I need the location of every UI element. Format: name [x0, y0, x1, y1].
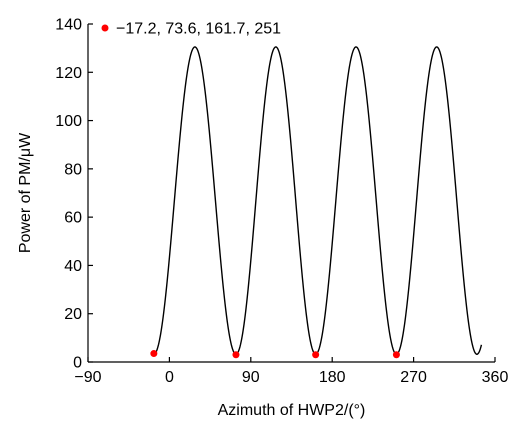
y-tick-label: 40	[64, 258, 82, 275]
y-tick-label: 140	[55, 17, 82, 34]
x-tick-label: 180	[319, 369, 346, 386]
x-tick-label: 90	[242, 369, 260, 386]
x-axis-title: Azimuth of HWP2/(°)	[218, 402, 366, 419]
legend: −17.2, 73.6, 161.7, 251	[101, 21, 281, 38]
x-tick-label: 360	[482, 369, 509, 386]
minimum-point	[232, 351, 240, 359]
legend-marker	[101, 24, 109, 32]
legend-label: −17.2, 73.6, 161.7, 251	[116, 21, 281, 38]
y-tick-label: 20	[64, 306, 82, 323]
y-axis-ticks: 0 20 40 60 80 100 120 140	[55, 17, 93, 372]
x-tick-label: 0	[165, 369, 174, 386]
y-tick-label: 100	[55, 113, 82, 130]
y-tick-label: 60	[64, 210, 82, 227]
minimum-point	[312, 351, 320, 359]
minimum-point	[150, 350, 158, 358]
y-tick-label: 80	[64, 161, 82, 178]
y-tick-label: 0	[73, 355, 82, 372]
x-tick-label: 270	[400, 369, 427, 386]
x-axis-ticks: −90 0 90 180 270 360	[74, 357, 508, 386]
y-axis-title: Power of PM/μW	[17, 132, 34, 253]
power-curve	[155, 46, 483, 355]
minimum-points	[150, 350, 400, 359]
y-tick-label: 120	[55, 65, 82, 82]
minimum-point	[392, 351, 400, 359]
x-tick-label: −90	[74, 369, 101, 386]
